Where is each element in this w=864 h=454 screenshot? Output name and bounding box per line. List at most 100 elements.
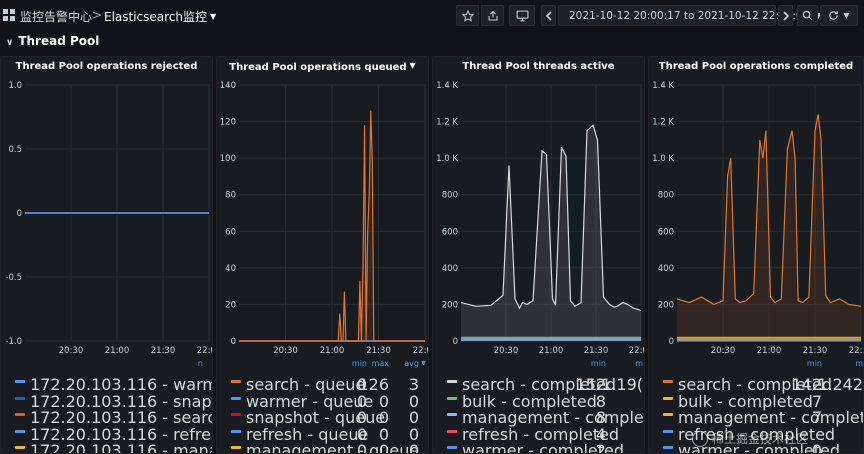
legend-color-swatch[interactable] bbox=[663, 429, 673, 433]
legend-item[interactable]: management - queue 0 0 0 bbox=[217, 441, 428, 453]
legend-color-swatch[interactable] bbox=[447, 396, 457, 400]
tv-mode-button[interactable] bbox=[509, 5, 535, 26]
legend-color-swatch[interactable] bbox=[231, 413, 241, 416]
breadcrumb-folder[interactable]: 监控告警中心 bbox=[20, 10, 93, 24]
legend-color-swatch[interactable] bbox=[447, 413, 457, 416]
row-title-text: Thread Pool bbox=[18, 34, 100, 48]
star-button[interactable] bbox=[456, 5, 479, 26]
legend-column-header[interactable]: m bbox=[635, 359, 643, 368]
legend-item[interactable]: refresh - queue 0 0 0 bbox=[217, 425, 428, 444]
legend-item[interactable]: search - queue 0 126 3 bbox=[217, 375, 428, 394]
chart-svg: 1.4 K 1.2 K 1.0 K 800 600 400 200 0 20:30 21:00 21… bbox=[652, 81, 863, 356]
legend-series-name: 172.20.103.116 - snapshot - rejected bbox=[30, 391, 212, 411]
time-shift-back-button[interactable] bbox=[541, 5, 556, 26]
legend-header: n bbox=[1, 359, 212, 371]
legend-column-header[interactable]: min bbox=[590, 359, 606, 368]
legend-item[interactable]: bulk - completed 8 bbox=[433, 392, 644, 411]
legend-color-swatch[interactable] bbox=[447, 446, 457, 449]
legend-color-swatch[interactable] bbox=[447, 380, 457, 383]
y-tick-label: 1.0 K bbox=[652, 154, 674, 164]
y-tick-label: 200 bbox=[442, 300, 458, 310]
legend-color-swatch[interactable] bbox=[15, 446, 25, 449]
legend-column-header[interactable]: max bbox=[371, 359, 389, 368]
refresh-button[interactable]: ▼ bbox=[820, 5, 858, 26]
legend-item[interactable]: search - completed 152 1.19( bbox=[433, 375, 644, 394]
y-tick-label: -0.5 bbox=[5, 273, 22, 283]
legend-color-swatch[interactable] bbox=[15, 413, 25, 416]
legend-color-swatch[interactable] bbox=[231, 446, 241, 449]
legend-item[interactable]: refresh - completed bbox=[649, 425, 863, 444]
legend-series-name: bulk - completed bbox=[678, 391, 813, 411]
legend-column-header[interactable]: avg bbox=[404, 359, 419, 368]
legend-item[interactable]: bulk - completed 7 bbox=[649, 392, 863, 411]
legend-color-swatch[interactable] bbox=[447, 429, 457, 433]
share-button[interactable] bbox=[481, 5, 504, 26]
legend-color-swatch[interactable] bbox=[15, 380, 25, 383]
x-tick-label: 22:00 bbox=[413, 346, 428, 356]
legend-column-header[interactable]: min bbox=[351, 359, 367, 368]
chevron-down-icon: ▼ bbox=[843, 11, 850, 20]
y-tick-label: 40 bbox=[225, 264, 236, 274]
panel-title[interactable]: Thread Pool threads active bbox=[462, 61, 615, 72]
legend-value: 0 bbox=[378, 424, 389, 444]
legend-value: 8 bbox=[595, 391, 606, 411]
legend-value: 0 bbox=[356, 375, 367, 394]
legend-series-name: warmer - completed bbox=[462, 441, 625, 454]
legend-color-swatch[interactable] bbox=[663, 380, 673, 383]
legend-item[interactable]: 172.20.103.116 - refresh - rejected bbox=[1, 425, 212, 444]
legend-item[interactable]: 172.20.103.116 - search - rejected bbox=[1, 408, 212, 427]
legend-value: 3 bbox=[408, 375, 419, 394]
y-tick-label: 800 bbox=[442, 191, 458, 201]
series-line[interactable] bbox=[676, 114, 862, 307]
time-shift-forward-button[interactable] bbox=[778, 5, 793, 26]
time-range-picker[interactable]: 2021-10-12 20:00:17 to 2021-10-12 22:00:… bbox=[558, 5, 821, 26]
legend-series-name: management - completed bbox=[462, 408, 644, 427]
legend-item[interactable]: 172.20.103.116 - snapshot - rejected bbox=[1, 392, 212, 411]
legend-series-name: 172.20.103.116 - warmer - rejected bbox=[30, 375, 212, 394]
panel-title[interactable]: Thread Pool operations rejected bbox=[15, 61, 198, 72]
x-tick-label: 20:30 bbox=[273, 346, 298, 356]
legend-color-swatch[interactable] bbox=[231, 396, 241, 400]
zoom-out-button[interactable] bbox=[797, 5, 818, 26]
legend-item[interactable]: 172.20.103.116 - warmer - rejected bbox=[1, 375, 212, 394]
legend-item[interactable]: refresh - completed 4 bbox=[433, 425, 644, 444]
legend-color-swatch[interactable] bbox=[663, 396, 673, 400]
legend-color-swatch[interactable] bbox=[231, 429, 241, 433]
series-line[interactable] bbox=[460, 124, 642, 312]
share-icon bbox=[488, 10, 497, 20]
legend-series-name: bulk - completed bbox=[462, 391, 597, 411]
panel-title[interactable]: Thread Pool operations completed bbox=[658, 61, 854, 72]
legend-color-swatch[interactable] bbox=[15, 429, 25, 433]
legend-item[interactable]: 172.20.103.116 - management - rejected bbox=[1, 441, 212, 453]
legend-color-swatch[interactable] bbox=[231, 380, 241, 383]
panel-operations-rejected: Thread Pool operations rejected 1.0 0.5 0 -… bbox=[0, 56, 213, 454]
legend-column-header[interactable]: n bbox=[197, 359, 203, 368]
row-title-thread-pool[interactable]: ∨ Thread Pool bbox=[6, 34, 99, 48]
y-tick-label: 600 bbox=[658, 227, 674, 237]
y-tick-label: 600 bbox=[442, 227, 458, 237]
legend-color-swatch[interactable] bbox=[663, 413, 673, 416]
dashboard-title[interactable]: Elasticsearch监控 ▼ bbox=[104, 8, 216, 25]
legend-item[interactable]: warmer - queue 0 0 0 bbox=[217, 392, 428, 411]
legend-color-swatch[interactable] bbox=[663, 446, 673, 449]
legend-item[interactable]: warmer - completed 2 bbox=[433, 441, 644, 453]
legend-series-name: 172.20.103.116 - search - rejected bbox=[30, 408, 212, 427]
series-line[interactable] bbox=[239, 110, 425, 342]
legend-item[interactable]: snapshot - queue 0 0 0 bbox=[217, 408, 428, 427]
panel-title[interactable]: Thread Pool operations queued ▼ bbox=[217, 61, 428, 73]
y-tick-label: 100 bbox=[220, 154, 236, 164]
dashboards-grid-icon[interactable] bbox=[3, 9, 15, 21]
legend-item[interactable]: search - completed 142 1.242 bbox=[649, 375, 863, 394]
legend-column-header[interactable]: m bbox=[855, 359, 863, 368]
legend-series-name: warmer - completed bbox=[678, 441, 841, 454]
legend-color-swatch[interactable] bbox=[15, 396, 25, 400]
time-range-text: 2021-10-12 20:00:17 to 2021-10-12 22:00:… bbox=[569, 9, 810, 22]
x-tick-label: 22:00 bbox=[849, 346, 863, 356]
legend-item[interactable]: warmer - completed 0 bbox=[649, 441, 863, 453]
legend-value: 0 bbox=[811, 441, 822, 454]
legend-value: 0 bbox=[408, 441, 419, 454]
legend-series-name: refresh - completed bbox=[462, 424, 620, 444]
legend-column-header[interactable]: min bbox=[806, 359, 822, 368]
